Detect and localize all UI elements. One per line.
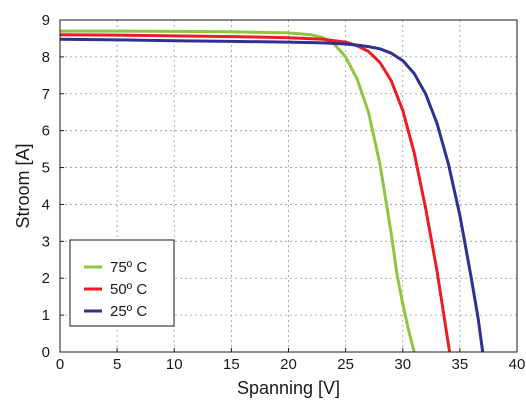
y-axis-title: Stroom [A] (13, 143, 33, 228)
legend-items: 75º C 50º C 25º C (84, 259, 147, 320)
y-tick-label: 6 (42, 123, 50, 140)
legend-label: 75º C (110, 259, 147, 276)
x-tick-label: 10 (166, 356, 183, 373)
x-tick-label: 40 (509, 356, 526, 373)
x-tick-label: 35 (452, 356, 469, 373)
x-tick-label: 5 (113, 356, 121, 373)
x-tick-label: 20 (280, 356, 297, 373)
y-axis-ticks: 0 1 2 3 4 5 6 7 8 9 (42, 12, 64, 361)
x-tick-label: 0 (56, 356, 64, 373)
x-tick-label: 30 (394, 356, 411, 373)
y-tick-label: 7 (42, 86, 50, 103)
y-tick-label: 3 (42, 233, 50, 250)
legend-label: 50º C (110, 281, 147, 298)
legend-label: 25º C (110, 303, 147, 320)
legend: 75º C 50º C 25º C (70, 240, 174, 326)
y-tick-label: 4 (42, 196, 50, 213)
x-tick-label: 15 (223, 356, 240, 373)
y-tick-label: 5 (42, 160, 50, 177)
x-axis-title: Spanning [V] (237, 378, 340, 398)
y-tick-label: 1 (42, 307, 50, 324)
y-tick-label: 9 (42, 12, 50, 29)
x-tick-label: 25 (337, 356, 354, 373)
y-tick-label: 2 (42, 270, 50, 287)
y-tick-label: 8 (42, 49, 50, 66)
y-tick-label: 0 (42, 344, 50, 361)
